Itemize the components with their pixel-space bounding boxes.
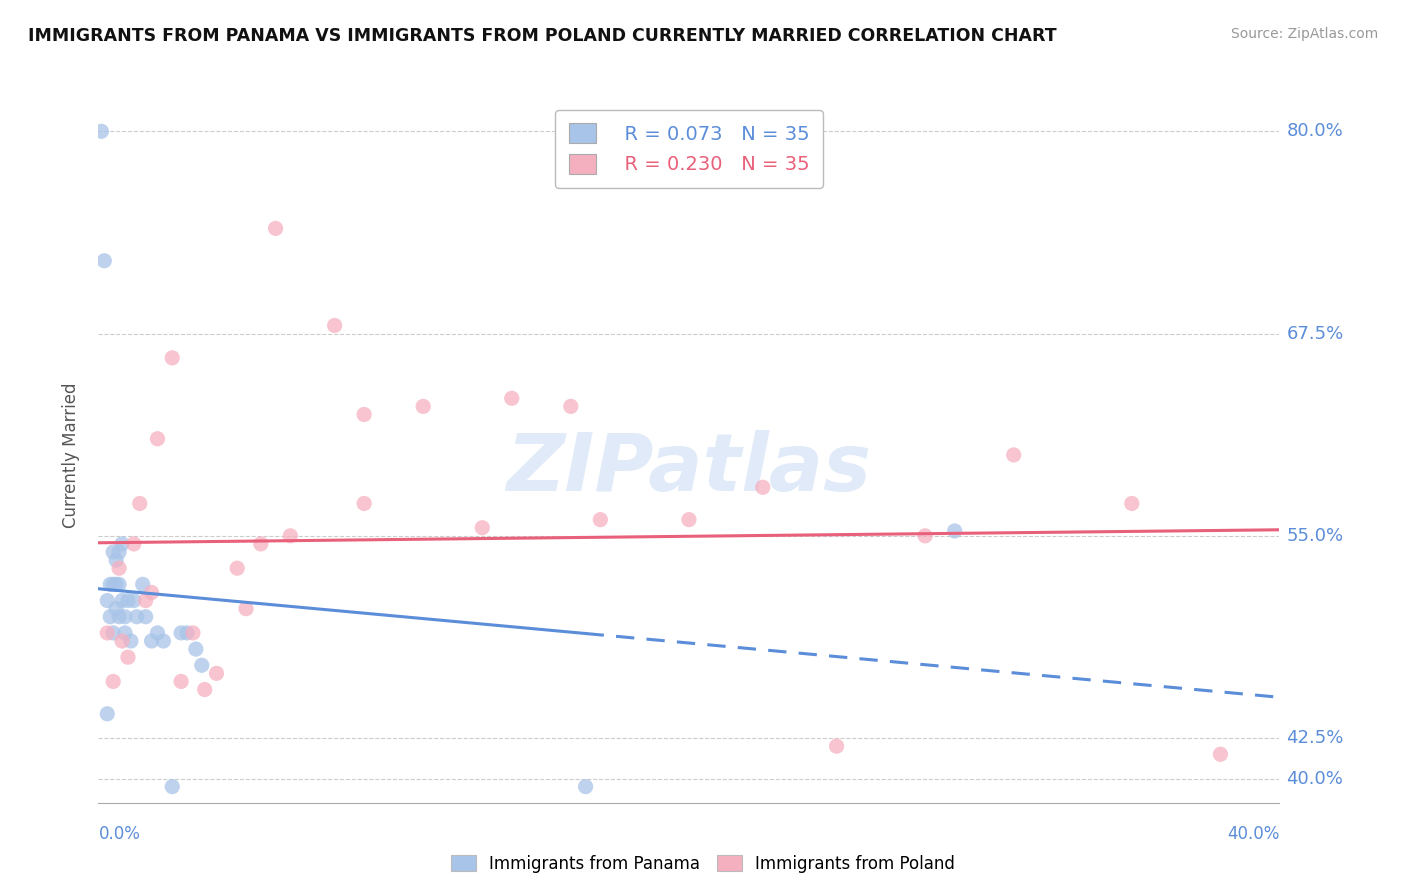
Point: [96, 593, 118, 607]
Point: [120, 634, 142, 648]
Point: [560, 400, 582, 414]
Point: [108, 609, 131, 624]
Point: [184, 642, 207, 657]
Point: [111, 634, 134, 648]
Point: [122, 593, 145, 607]
Point: [103, 674, 125, 689]
Point: [751, 480, 773, 494]
Point: [141, 634, 163, 648]
Point: [96, 626, 118, 640]
Point: [135, 609, 157, 624]
Point: [943, 524, 966, 538]
Point: [125, 609, 148, 624]
Point: [574, 780, 596, 794]
Point: [122, 537, 145, 551]
Point: [226, 561, 249, 575]
Point: [323, 318, 346, 333]
Point: [103, 545, 125, 559]
Point: [181, 626, 204, 640]
Text: ZIPatlas: ZIPatlas: [506, 430, 872, 508]
Point: [264, 221, 287, 235]
Point: [162, 780, 183, 794]
Text: 55.0%: 55.0%: [1286, 527, 1344, 545]
Point: [128, 496, 150, 510]
Point: [105, 553, 128, 567]
Point: [162, 351, 183, 365]
Point: [108, 577, 131, 591]
Point: [103, 626, 125, 640]
Point: [117, 593, 139, 607]
Point: [250, 537, 273, 551]
Text: Source: ZipAtlas.com: Source: ZipAtlas.com: [1230, 27, 1378, 41]
Text: 40.0%: 40.0%: [1286, 770, 1343, 788]
Point: [1002, 448, 1025, 462]
Point: [412, 400, 434, 414]
Point: [146, 432, 169, 446]
Point: [170, 626, 193, 640]
Point: [170, 674, 193, 689]
Point: [132, 577, 155, 591]
Y-axis label: Currently Married: Currently Married: [62, 382, 80, 528]
Point: [103, 577, 125, 591]
Text: 40.0%: 40.0%: [1227, 825, 1279, 843]
Point: [98, 577, 121, 591]
Point: [353, 408, 375, 422]
Point: [176, 626, 198, 640]
Point: [108, 545, 131, 559]
Point: [96, 706, 118, 721]
Point: [105, 577, 128, 591]
Point: [278, 529, 302, 543]
Text: 42.5%: 42.5%: [1286, 729, 1344, 747]
Text: 0.0%: 0.0%: [98, 825, 141, 843]
Point: [1121, 496, 1143, 510]
Point: [152, 634, 174, 648]
Point: [105, 601, 128, 615]
Legend: Immigrants from Panama, Immigrants from Poland: Immigrants from Panama, Immigrants from …: [444, 848, 962, 880]
Point: [678, 513, 700, 527]
Point: [501, 392, 523, 406]
Text: 67.5%: 67.5%: [1286, 325, 1344, 343]
Point: [111, 537, 134, 551]
Point: [235, 601, 257, 615]
Point: [111, 593, 134, 607]
Point: [1209, 747, 1232, 762]
Text: IMMIGRANTS FROM PANAMA VS IMMIGRANTS FROM POLAND CURRENTLY MARRIED CORRELATION C: IMMIGRANTS FROM PANAMA VS IMMIGRANTS FRO…: [28, 27, 1057, 45]
Point: [108, 561, 131, 575]
Point: [93, 253, 115, 268]
Point: [825, 739, 848, 754]
Point: [191, 658, 214, 673]
Point: [914, 529, 936, 543]
Point: [146, 626, 169, 640]
Text: 80.0%: 80.0%: [1286, 122, 1343, 140]
Point: [353, 496, 375, 510]
Point: [98, 609, 121, 624]
Point: [194, 682, 217, 697]
Point: [471, 521, 494, 535]
Point: [135, 593, 157, 607]
Point: [114, 626, 136, 640]
Point: [117, 650, 139, 665]
Point: [205, 666, 228, 681]
Point: [141, 585, 163, 599]
Point: [589, 513, 612, 527]
Point: [90, 124, 112, 138]
Legend:   R = 0.073   N = 35,   R = 0.230   N = 35: R = 0.073 N = 35, R = 0.230 N = 35: [555, 110, 823, 188]
Point: [114, 609, 136, 624]
